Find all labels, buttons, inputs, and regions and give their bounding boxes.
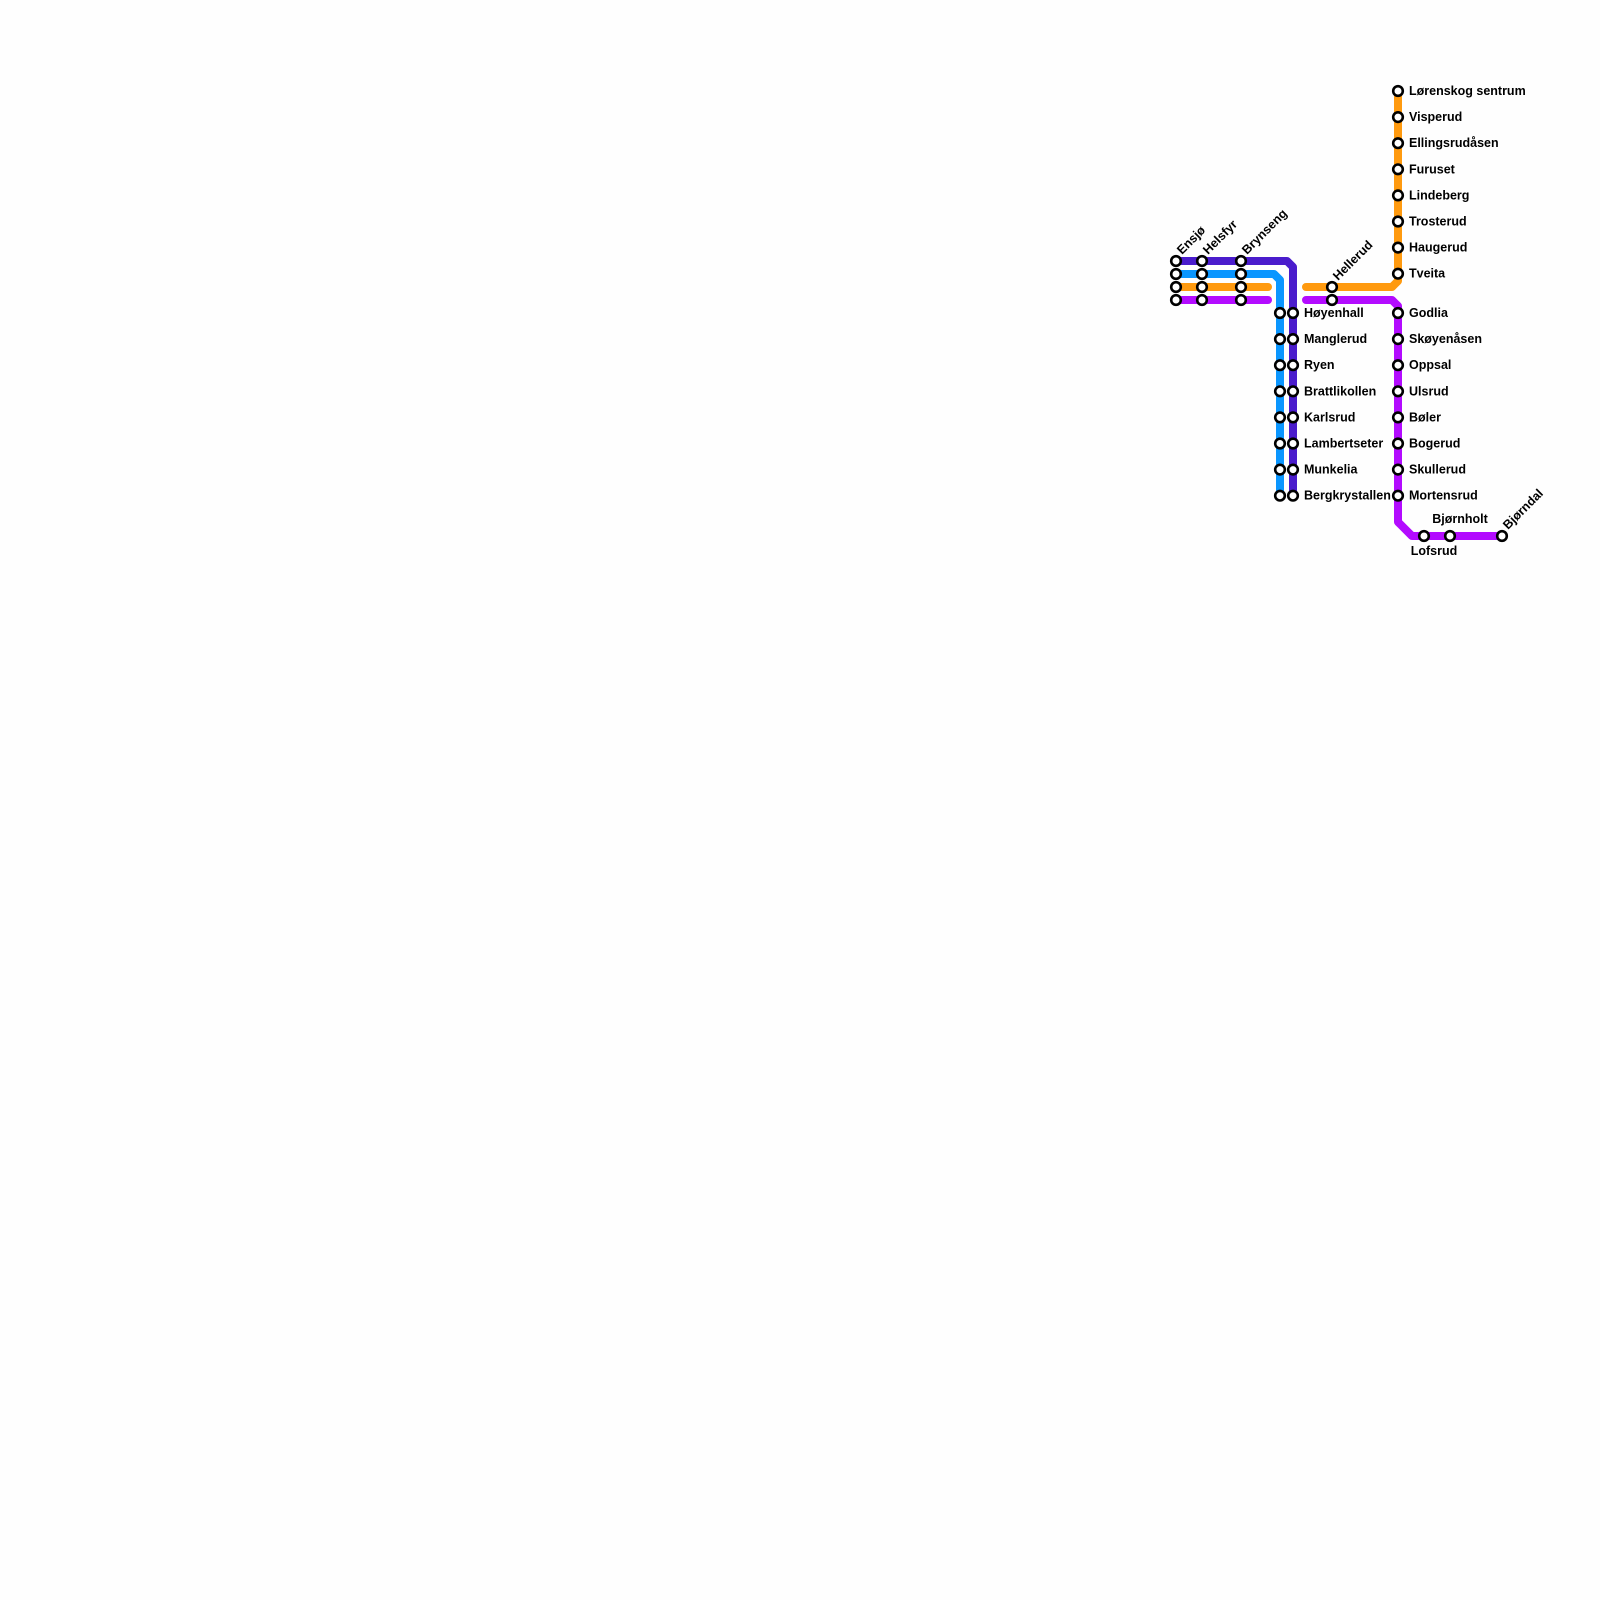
station-marker-bjornholt[interactable] [1443, 529, 1457, 543]
station-marker-ulsrud[interactable] [1391, 385, 1405, 398]
station-marker-lambertseter[interactable] [1286, 437, 1300, 450]
station-label-bergkrystallen: Bergkrystallen [1304, 489, 1391, 503]
station-label-lindeberg: Lindeberg [1409, 188, 1469, 202]
station-marker-ensjo[interactable] [1169, 293, 1183, 307]
station-marker-trosterud[interactable] [1391, 215, 1405, 228]
station-marker-hoyenhall[interactable] [1286, 306, 1300, 320]
station-label-ryen: Ryen [1304, 358, 1335, 372]
station-label-visperud: Visperud [1409, 110, 1462, 124]
station-marker-furuset[interactable] [1391, 163, 1405, 176]
station-marker-bergkrystallen[interactable] [1273, 489, 1287, 502]
station-marker-brattlikollen[interactable] [1273, 385, 1287, 398]
station-marker-hoyenhall[interactable] [1273, 306, 1287, 320]
station-label-skoyenasen: Skøyenåsen [1409, 332, 1482, 346]
station-label-brattlikollen: Brattlikollen [1304, 384, 1376, 398]
station-marker-brattlikollen[interactable] [1286, 385, 1300, 398]
station-label-hoyenhall: Høyenhall [1304, 306, 1364, 320]
station-marker-visperud[interactable] [1391, 110, 1405, 124]
station-marker-brynseng[interactable] [1234, 293, 1248, 307]
station-marker-ensjo[interactable] [1169, 280, 1183, 294]
station-marker-tveita[interactable] [1391, 267, 1405, 280]
station-marker-ensjo[interactable] [1169, 267, 1183, 281]
station-marker-oppsal[interactable] [1391, 359, 1405, 372]
station-marker-mortensrud[interactable] [1391, 489, 1405, 502]
station-label-manglerud: Manglerud [1304, 332, 1367, 346]
station-marker-boler[interactable] [1391, 411, 1405, 424]
station-label-oppsal: Oppsal [1409, 358, 1451, 372]
station-label-bjorndal: Bjørndal [1500, 486, 1546, 532]
station-marker-ryen[interactable] [1273, 359, 1287, 372]
station-marker-brynseng[interactable] [1234, 254, 1248, 268]
station-marker-helsfyr[interactable] [1195, 267, 1209, 281]
station-marker-munkelia[interactable] [1273, 463, 1287, 476]
station-label-hellerud: Hellerud [1330, 238, 1375, 283]
line-blue [1172, 270, 1284, 500]
station-marker-ryen[interactable] [1286, 359, 1300, 372]
station-marker-godlia[interactable] [1391, 306, 1405, 320]
station-label-brynseng: Brynseng [1239, 206, 1290, 257]
station-marker-lindeberg[interactable] [1391, 189, 1405, 202]
station-label-skullerud: Skullerud [1409, 463, 1466, 477]
station-label-lambertseter: Lambertseter [1304, 437, 1383, 451]
station-marker-haugerud[interactable] [1391, 241, 1405, 254]
station-marker-manglerud[interactable] [1286, 333, 1300, 346]
station-marker-lofsrud[interactable] [1417, 529, 1431, 543]
station-marker-bergkrystallen[interactable] [1286, 489, 1300, 502]
station-marker-hellerud[interactable] [1325, 293, 1339, 307]
station-label-trosterud: Trosterud [1409, 215, 1467, 229]
station-marker-karlsrud[interactable] [1286, 411, 1300, 424]
station-label-ellingsrudasen: Ellingsrudåsen [1409, 136, 1499, 150]
station-label-lofsrud: Lofsrud [1411, 544, 1458, 558]
station-marker-helsfyr[interactable] [1195, 293, 1209, 307]
station-label-karlsrud: Karlsrud [1304, 410, 1355, 424]
station-marker-bogerud[interactable] [1391, 437, 1405, 450]
line-dark-purple [1172, 257, 1297, 500]
station-marker-hellerud[interactable] [1325, 280, 1339, 294]
station-marker-skoyenasen[interactable] [1391, 333, 1405, 346]
station-label-tveita: Tveita [1409, 267, 1446, 281]
station-label-bjornholt: Bjørnholt [1432, 512, 1488, 526]
station-label-lorenskog: Lørenskog sentrum [1409, 84, 1526, 98]
station-marker-karlsrud[interactable] [1273, 411, 1287, 424]
station-label-munkelia: Munkelia [1304, 463, 1359, 477]
station-label-ensjo: Ensjø [1174, 223, 1208, 257]
station-marker-bjorndal[interactable] [1495, 529, 1509, 543]
station-marker-ensjo[interactable] [1169, 254, 1183, 268]
station-label-boler: Bøler [1409, 410, 1441, 424]
station-marker-munkelia[interactable] [1286, 463, 1300, 476]
station-marker-skullerud[interactable] [1391, 463, 1405, 476]
station-marker-lorenskog[interactable] [1391, 84, 1405, 98]
station-label-bogerud: Bogerud [1409, 437, 1460, 451]
station-label-mortensrud: Mortensrud [1409, 489, 1478, 503]
station-marker-ellingsrudasen[interactable] [1391, 137, 1405, 150]
station-label-ulsrud: Ulsrud [1409, 384, 1449, 398]
station-marker-manglerud[interactable] [1273, 333, 1287, 346]
station-marker-lambertseter[interactable] [1273, 437, 1287, 450]
station-label-helsfyr: Helsfyr [1200, 217, 1240, 257]
station-label-haugerud: Haugerud [1409, 241, 1467, 255]
station-marker-brynseng[interactable] [1234, 267, 1248, 281]
line-orange [1302, 87, 1402, 291]
station-label-godlia: Godlia [1409, 306, 1449, 320]
station-marker-helsfyr[interactable] [1195, 280, 1209, 294]
station-label-furuset: Furuset [1409, 162, 1456, 176]
station-marker-brynseng[interactable] [1234, 280, 1248, 294]
station-marker-helsfyr[interactable] [1195, 254, 1209, 268]
